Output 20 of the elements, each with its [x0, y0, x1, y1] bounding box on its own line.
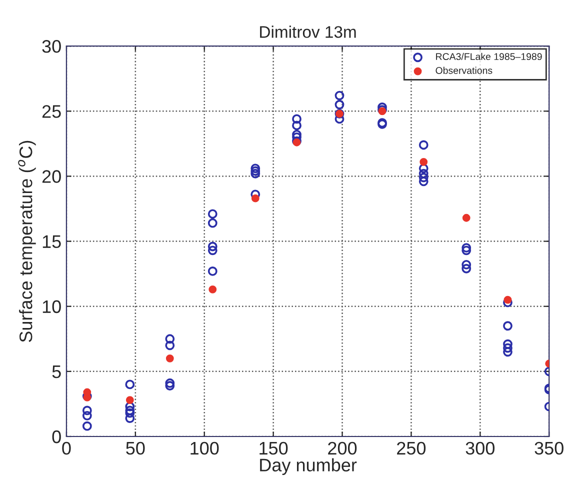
x-tick-label: 200 [328, 442, 357, 455]
x-tick-label: 250 [397, 442, 426, 455]
legend-label: RCA3/FLake 1985–1989 [436, 52, 542, 60]
y-tick-label: 10 [42, 300, 61, 314]
x-tick-label: 350 [534, 442, 564, 455]
x-tick-label: 100 [190, 442, 219, 455]
x-tick-label: 300 [466, 442, 495, 455]
y-tick-label: 15 [42, 235, 61, 248]
y-tick-label: 20 [42, 170, 61, 183]
y-axis-title: Surface temperature ($^{o}$C) [18, 140, 36, 342]
y-tick-label: 30 [42, 40, 61, 53]
x-axis-title: Day number [260, 458, 357, 476]
y-tick-label: 5 [52, 366, 61, 378]
legend-label: Observations [436, 66, 492, 74]
y-tick-label: 0 [52, 430, 61, 444]
y-tick-label: 25 [42, 105, 61, 118]
x-tick-label: 0 [62, 442, 71, 455]
x-tick-label: 150 [260, 442, 288, 455]
x-tick-label: 50 [126, 442, 145, 455]
chart-title: Dimitrov 13m [260, 26, 356, 38]
